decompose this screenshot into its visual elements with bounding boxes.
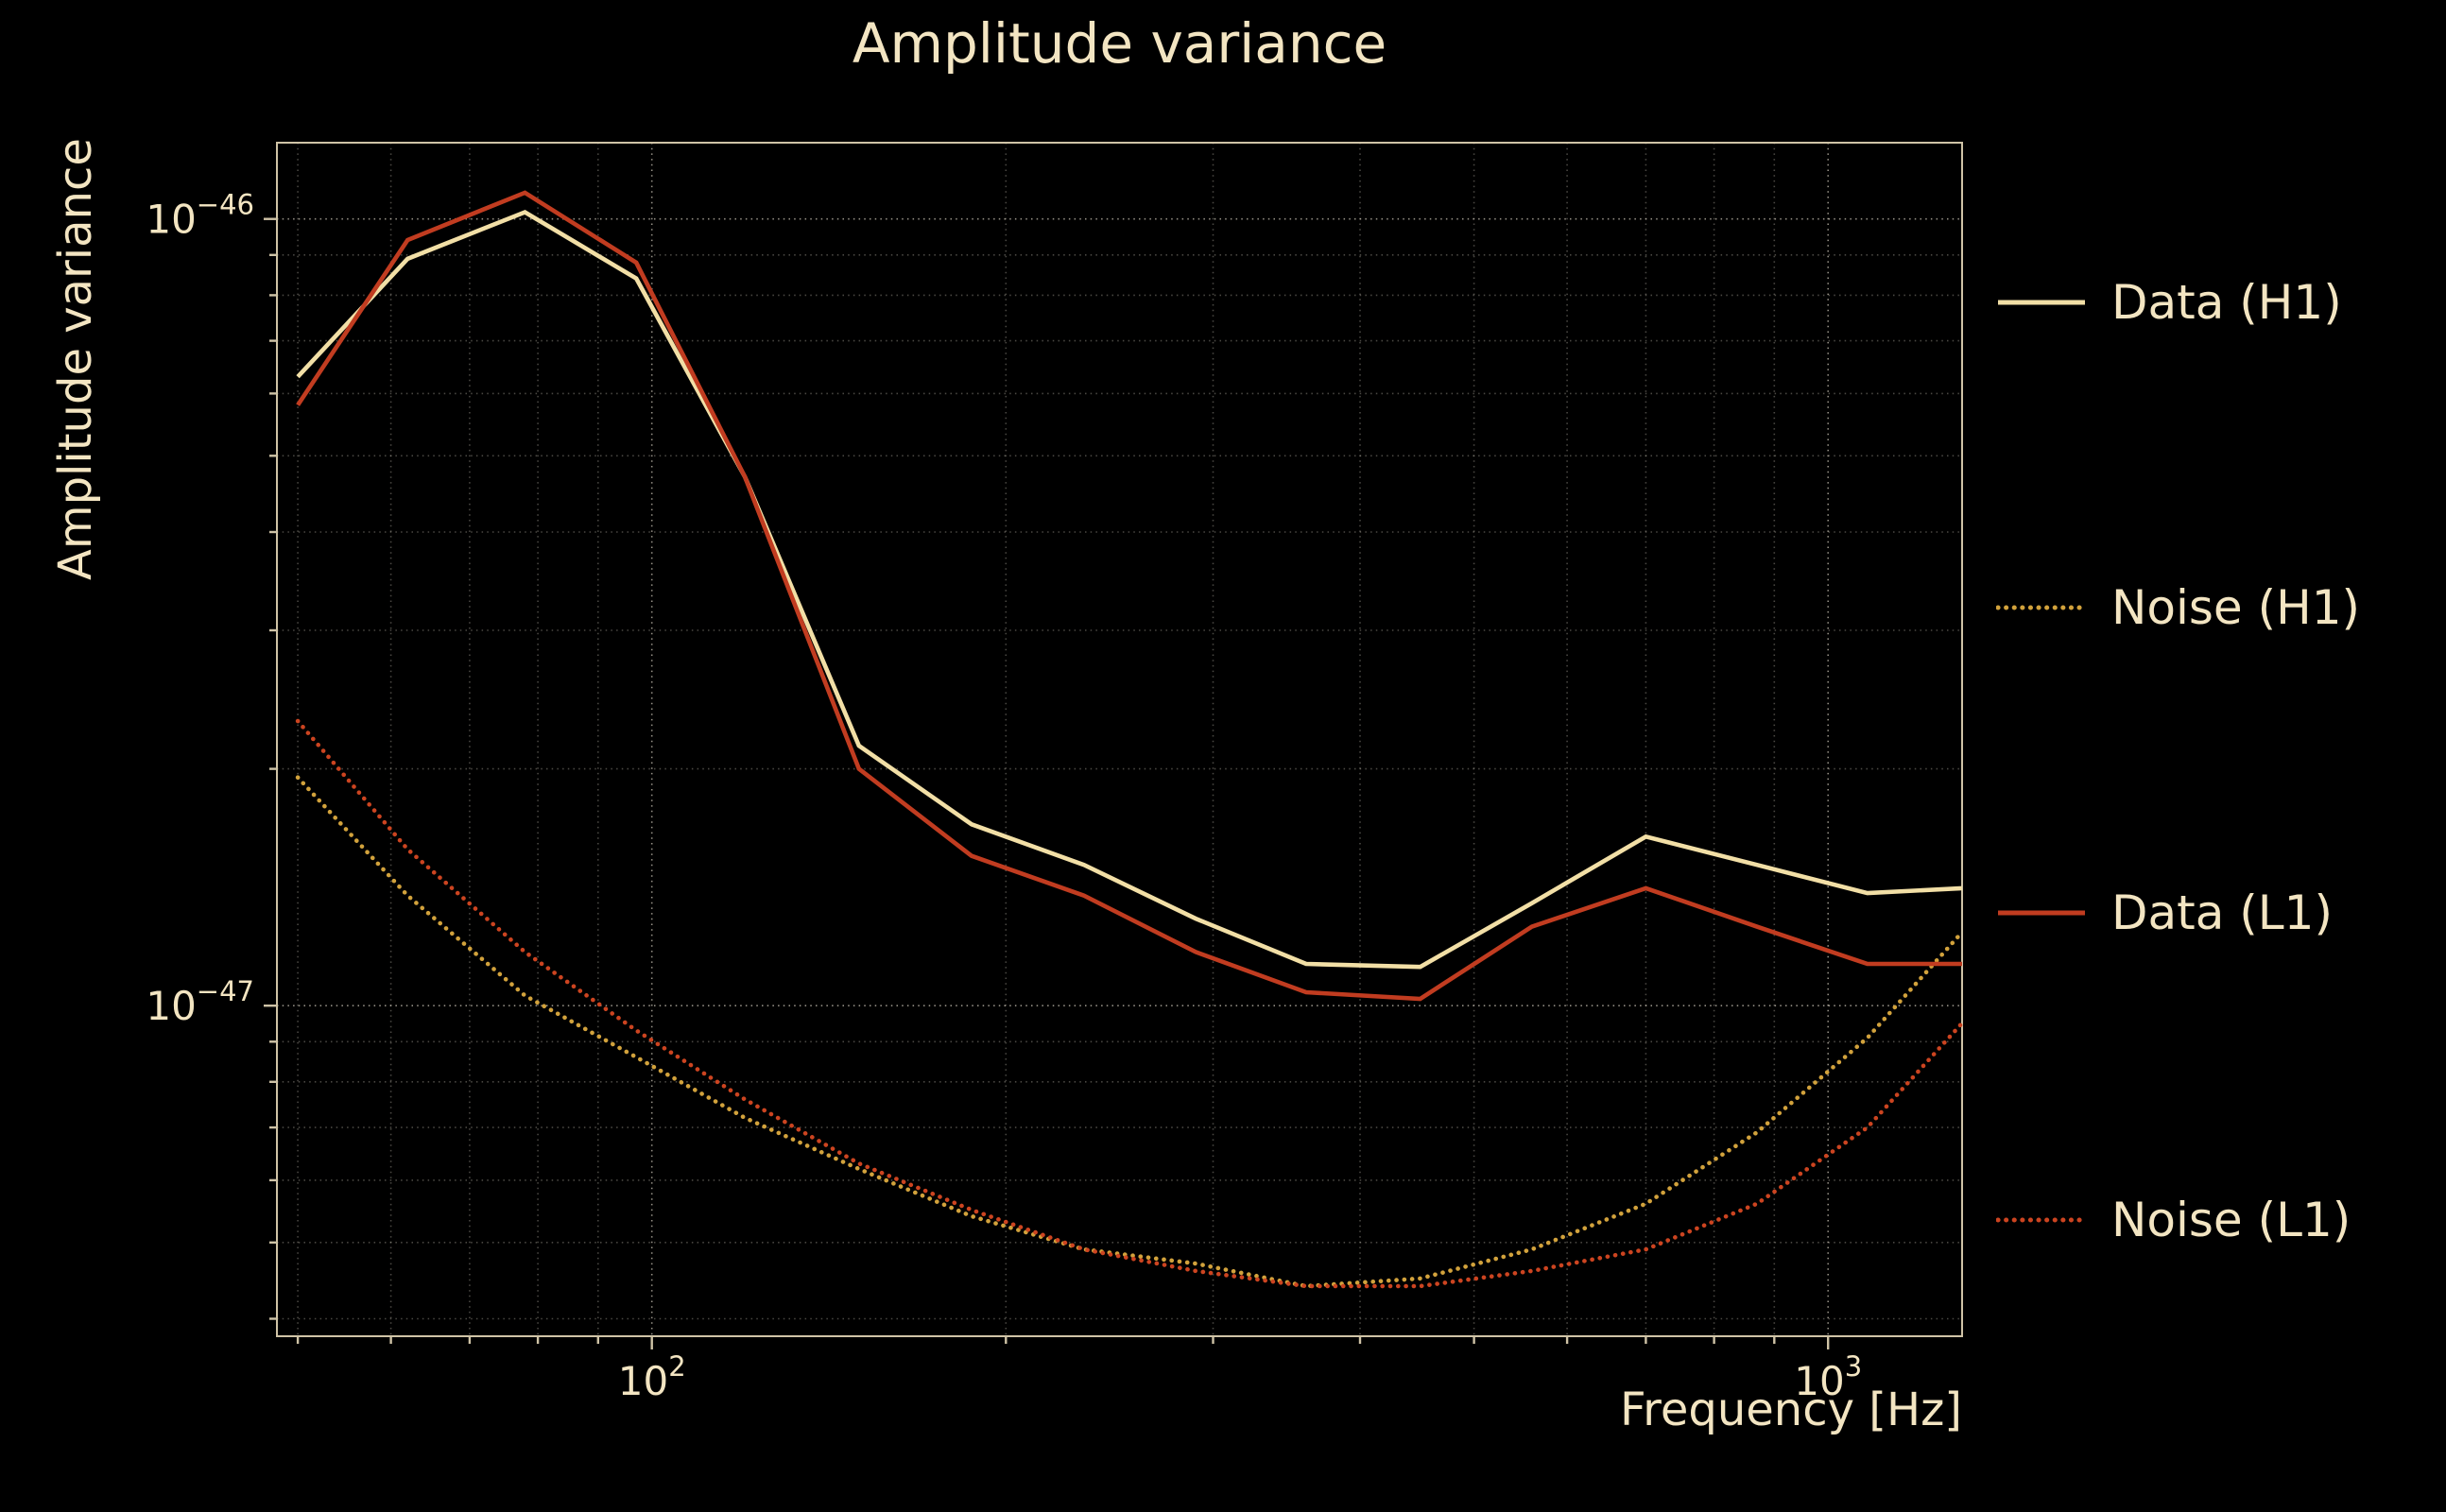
legend-line-sample-data-l1 <box>1998 910 2085 916</box>
x-tick-label: 103 <box>1794 1350 1862 1404</box>
series-line-noise-h1 <box>295 775 1965 1289</box>
series-line-noise-l1 <box>295 718 1965 1289</box>
y-tick-label: 10−46 <box>146 189 254 243</box>
chart-title: Amplitude variance <box>852 11 1387 76</box>
x-tick-label: 102 <box>618 1350 686 1404</box>
legend-line-sample-noise-h1 <box>1996 605 2087 610</box>
plot-frame <box>276 142 1963 1337</box>
legend-line-sample-noise-l1 <box>1996 1217 2087 1223</box>
x-axis-label: Frequency [Hz] <box>1620 1383 1962 1436</box>
series-line-data-h1 <box>296 209 1963 970</box>
series-line-data-l1 <box>296 190 1962 1002</box>
legend-label-noise-l1: Noise (L1) <box>2111 1193 2351 1247</box>
legend-label-data-h1: Data (H1) <box>2111 275 2342 330</box>
legend-label-noise-h1: Noise (H1) <box>2111 580 2361 635</box>
y-axis-label: Amplitude variance <box>49 138 102 580</box>
legend-item-data-h1: Data (H1) <box>1996 275 2342 330</box>
legend-label-data-l1: Data (L1) <box>2111 885 2333 940</box>
legend-line-sample-data-h1 <box>1998 300 2085 305</box>
legend-item-noise-h1: Noise (H1) <box>1996 580 2360 635</box>
legend-item-data-l1: Data (L1) <box>1996 885 2333 940</box>
legend-item-noise-l1: Noise (L1) <box>1996 1193 2351 1247</box>
y-tick-label: 10−47 <box>146 975 254 1029</box>
